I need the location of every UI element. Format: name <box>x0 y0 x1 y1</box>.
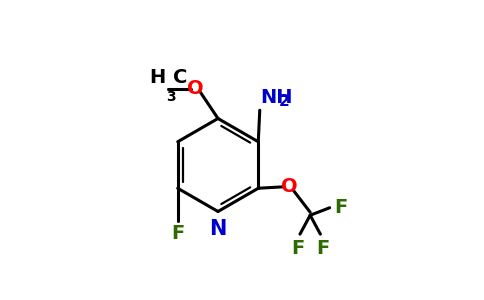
Text: O: O <box>282 177 298 196</box>
Text: F: F <box>171 224 184 243</box>
Text: F: F <box>334 198 348 217</box>
Text: 2: 2 <box>279 94 289 110</box>
Text: N: N <box>209 219 227 239</box>
Text: O: O <box>187 79 204 98</box>
Text: NH: NH <box>260 88 292 107</box>
Text: F: F <box>316 239 330 258</box>
Text: H: H <box>150 68 166 87</box>
Text: C: C <box>173 68 187 87</box>
Text: 3: 3 <box>166 90 176 104</box>
Text: F: F <box>291 239 304 258</box>
